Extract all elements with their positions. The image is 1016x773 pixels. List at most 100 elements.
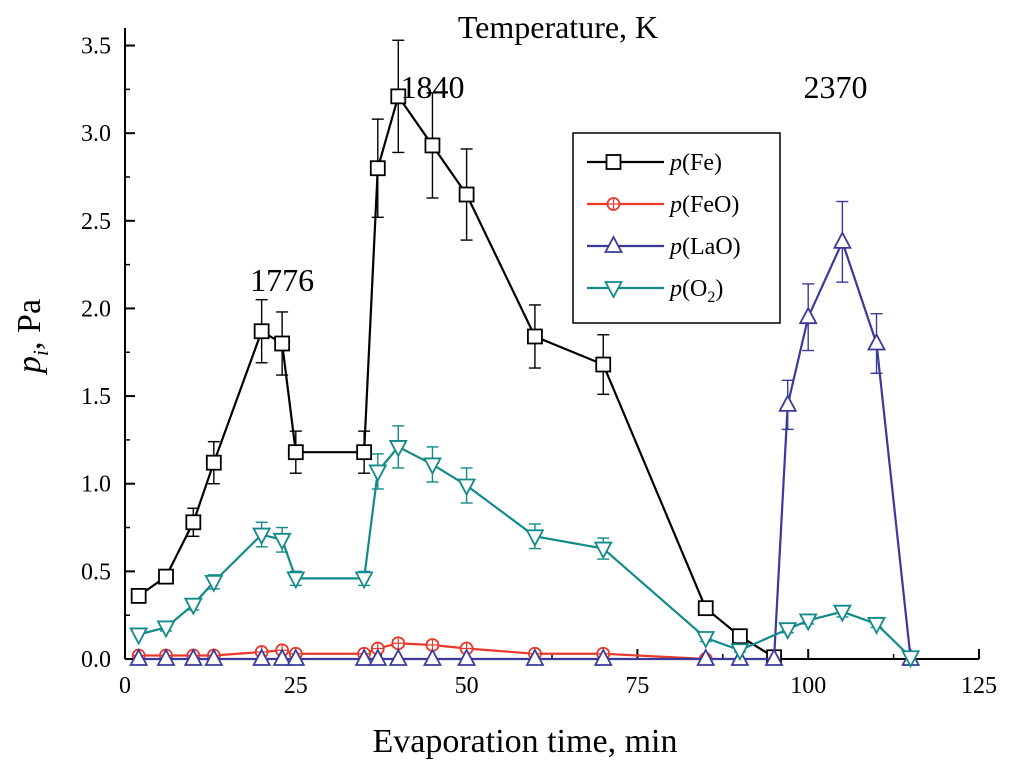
chart-title: Temperature, K xyxy=(458,9,658,45)
data-point-o2 xyxy=(183,597,203,616)
data-point-lao xyxy=(778,393,798,412)
x-tick-label: 75 xyxy=(625,673,649,699)
data-point-lao xyxy=(798,306,818,325)
data-point-lao xyxy=(354,648,374,666)
legend-label-p: p xyxy=(668,276,682,302)
y-tick-label: 2.0 xyxy=(81,296,111,322)
legend-marker xyxy=(604,281,623,299)
legend-label: p(O2) xyxy=(668,276,723,306)
y-axis-title-rest: , Pa xyxy=(11,299,48,350)
data-point-o2 xyxy=(286,571,306,590)
legend-label-close: ) xyxy=(731,192,739,218)
legend-marker xyxy=(604,235,623,253)
legend-marker xyxy=(606,197,621,211)
legend-marker xyxy=(605,154,622,170)
data-point-o2 xyxy=(422,457,442,476)
data-point-o2 xyxy=(696,631,716,649)
data-point-fe xyxy=(274,335,291,352)
legend-entry-lao: p(LaO) xyxy=(587,234,741,260)
data-point-lao xyxy=(252,648,272,666)
series-line-lao xyxy=(138,238,912,661)
legend-label-main: Fe xyxy=(690,150,714,176)
data-point-o2 xyxy=(354,571,374,590)
x-tick-label: 125 xyxy=(961,673,997,699)
data-point-o2 xyxy=(778,622,798,641)
legend-label-main: FeO xyxy=(690,192,731,218)
data-point-lao xyxy=(525,648,545,666)
data-point-lao xyxy=(457,648,477,666)
legend-label-open: ( xyxy=(682,150,690,176)
legend-label: p(LaO) xyxy=(668,234,741,260)
y-axis-title-main: p xyxy=(11,356,48,375)
y-tick-label: 0.0 xyxy=(81,647,111,673)
legend-label-p: p xyxy=(668,150,682,176)
data-point-fe xyxy=(595,356,612,373)
x-tick-label: 25 xyxy=(284,673,308,699)
data-point-fe xyxy=(424,137,441,154)
legend-label-main: LaO xyxy=(690,234,733,260)
data-point-lao xyxy=(764,648,784,666)
data-point-fe xyxy=(185,514,202,531)
legend-entry-fe: p(Fe) xyxy=(587,150,722,176)
axes: 0 25 50 75 100 125 0.0 0.5 1.0 1.5 2.0 2.5 3.0 3.5 xyxy=(81,28,997,699)
data-point-feo xyxy=(391,636,406,651)
legend-label-close: ) xyxy=(733,234,741,260)
legend-label-close: ) xyxy=(714,150,722,176)
y-axis-title-sub: i xyxy=(28,350,53,356)
legend-label-open: ( xyxy=(682,234,690,260)
temperature-label: 1776 xyxy=(250,262,314,298)
data-point-lao xyxy=(183,648,203,666)
data-point-fe xyxy=(287,444,304,461)
data-point-o2 xyxy=(730,643,750,662)
data-point-o2 xyxy=(272,532,292,551)
y-tick-label: 1.5 xyxy=(81,384,111,410)
data-point-lao xyxy=(204,648,224,666)
data-point-o2 xyxy=(867,617,887,635)
legend-label-p: p xyxy=(668,192,682,218)
series-lao xyxy=(129,200,921,666)
y-tick-label: 3.0 xyxy=(81,121,111,147)
data-point-fe xyxy=(158,568,174,585)
x-axis-title: Evaporation time, min xyxy=(373,723,678,760)
data-point-fe xyxy=(130,588,147,604)
x-tick-label: 0 xyxy=(119,673,131,699)
data-point-o2 xyxy=(525,529,545,548)
data-point-o2 xyxy=(388,440,408,458)
data-point-lao xyxy=(696,648,716,666)
legend-label-open: ( xyxy=(682,276,690,302)
data-point-o2 xyxy=(457,478,477,497)
legend-label-open: ( xyxy=(682,192,690,218)
labels-layer: Temperature, K Evaporation time, min pi,… xyxy=(11,9,868,760)
data-point-o2 xyxy=(798,613,818,632)
data-point-lao xyxy=(388,648,408,666)
legend: p(Fe)p(FeO)p(LaO)p(O2) xyxy=(572,132,781,324)
data-point-fe xyxy=(356,444,373,461)
data-point-fe xyxy=(697,600,714,617)
data-point-fe xyxy=(390,88,407,105)
data-point-lao xyxy=(422,648,442,666)
data-point-o2 xyxy=(204,574,224,593)
data-point-o2 xyxy=(368,464,388,483)
legend-label: p(FeO) xyxy=(668,192,739,218)
series-o2 xyxy=(129,425,921,669)
data-point-lao xyxy=(286,648,306,666)
data-point-fe xyxy=(527,328,543,345)
series-line-feo xyxy=(138,642,706,661)
data-point-lao xyxy=(129,648,149,666)
data-point-lao xyxy=(867,332,887,351)
legend-entry-o2: p(O2) xyxy=(587,276,723,306)
y-axis-title: pi, Pa xyxy=(11,299,53,375)
data-point-o2 xyxy=(252,527,272,546)
x-tick-label: 100 xyxy=(790,673,826,699)
legend-label-close: ) xyxy=(715,276,723,302)
data-point-fe xyxy=(205,454,222,471)
legend-label-main: O xyxy=(690,276,707,302)
temperature-label: 2370 xyxy=(804,69,868,105)
data-point-o2 xyxy=(832,604,852,623)
legend-label-p: p xyxy=(668,234,682,260)
data-point-fe xyxy=(731,628,748,645)
data-point-o2 xyxy=(129,627,149,646)
data-point-lao xyxy=(593,648,613,666)
